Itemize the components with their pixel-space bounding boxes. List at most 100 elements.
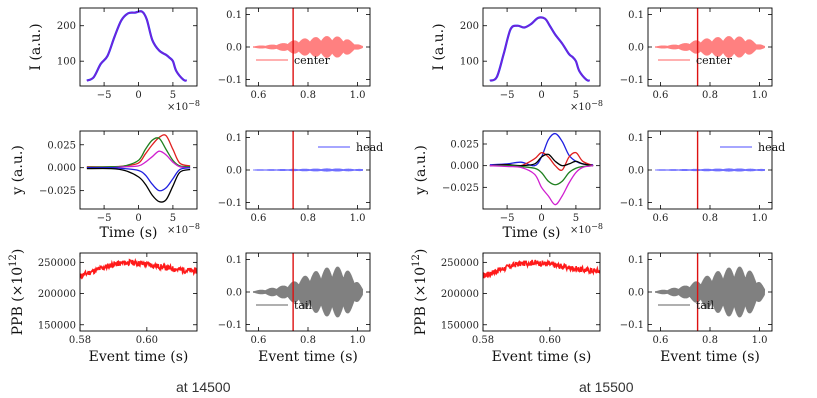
- x-tick-label: 0.8: [702, 213, 718, 224]
- y-axis-label: PPB (×1012): [8, 249, 26, 336]
- y-tick-label: 0.0: [628, 288, 644, 299]
- y-tick-label: 200: [57, 21, 76, 32]
- x-axis-label: Time (s): [503, 225, 561, 241]
- x-axis-label: Event time (s): [660, 349, 760, 365]
- panel-9: 0.6 0.8 1.0 −0.1 0.0 0.1 head: [620, 130, 785, 224]
- y-tick-label: 0.1: [628, 255, 644, 266]
- x-tick-label: 0.6: [652, 213, 668, 224]
- panel-5: 0.6 0.8 1.0 −0.1 0.0 0.1 tail Event time (s): [218, 252, 371, 365]
- panel-2: −5 0 5 −0.025 0.000 0.025 y (a.u.) Time (s) ×10−…: [10, 130, 200, 241]
- panel-11: 0.6 0.8 1.0 −0.1 0.0 0.1 tail Event time (s): [620, 252, 773, 365]
- centroid-series-0: [489, 132, 594, 167]
- x-tick-label: 0.6: [250, 90, 266, 101]
- y-tick-label: 150000: [38, 320, 76, 331]
- x-tick-label: 0.8: [300, 213, 316, 224]
- y-tick-label: 0.1: [628, 133, 644, 144]
- x-tick-label: 5: [573, 213, 579, 224]
- y-tick-label: 200: [460, 21, 479, 32]
- legend-label: center: [294, 54, 331, 67]
- x-tick-label: 0.58: [69, 335, 91, 346]
- x-exponent-label: ×10−8: [167, 99, 200, 113]
- oscillation-line: [654, 168, 766, 172]
- x-tick-label: 0.60: [136, 335, 158, 346]
- x-tick-label: −5: [500, 213, 515, 224]
- x-tick-label: 1.0: [350, 90, 366, 101]
- x-tick-label: 1.0: [752, 90, 768, 101]
- y-tick-label: 0.025: [450, 140, 479, 151]
- x-tick-label: −5: [500, 90, 515, 101]
- x-tick-label: 0.58: [472, 335, 494, 346]
- x-tick-label: 5: [573, 90, 579, 101]
- y-tick-label: −0.1: [620, 320, 644, 331]
- centroid-series-4: [489, 165, 594, 206]
- y-tick-label: 0.025: [47, 140, 76, 151]
- x-tick-label: 0.6: [652, 335, 668, 346]
- panel-3: 0.6 0.8 1.0 −0.1 0.0 0.1 head: [218, 130, 383, 224]
- y-tick-label: 250000: [38, 258, 76, 269]
- legend-label: center: [696, 54, 733, 67]
- y-tick-label: 0.0: [226, 166, 242, 177]
- centroid-series-3: [86, 166, 191, 192]
- y-tick-label: 0.0: [628, 43, 644, 54]
- x-tick-label: 0: [135, 90, 141, 101]
- y-tick-label: 100: [57, 57, 76, 68]
- oscillation-line: [252, 168, 364, 172]
- panel-4: 0.58 0.60 150000 200000 250000 PPB (×1012) Eve…: [8, 249, 198, 365]
- x-tick-label: 0: [538, 213, 544, 224]
- axes-frame: [482, 130, 601, 210]
- y-axis-label: I (a.u.): [431, 23, 447, 70]
- y-tick-label: −0.1: [218, 198, 242, 209]
- y-tick-label: 0.000: [450, 161, 479, 172]
- plot-area: [654, 131, 766, 209]
- ppb-line: [80, 257, 197, 280]
- plot-area: [80, 257, 197, 280]
- y-tick-label: −0.1: [620, 75, 644, 86]
- x-tick-label: 1.0: [752, 335, 768, 346]
- x-tick-label: 1.0: [350, 335, 366, 346]
- x-tick-label: 0.60: [539, 335, 561, 346]
- oscillation-line: [654, 36, 766, 58]
- x-tick-label: 5: [170, 90, 176, 101]
- y-tick-label: 200000: [38, 289, 76, 300]
- panel-10: 0.58 0.60 150000 200000 250000 PPB (×1012) Eve…: [411, 249, 601, 365]
- plot-area: [654, 8, 766, 86]
- x-exponent-label: ×10−8: [570, 99, 603, 113]
- legend-label: head: [356, 141, 383, 154]
- axes-frame: [79, 252, 198, 332]
- centroid-series-2: [489, 153, 594, 167]
- plot-area: [489, 132, 594, 206]
- plot-area: [489, 16, 591, 82]
- y-axis-label: I (a.u.): [28, 23, 44, 70]
- oscillation-line: [654, 266, 766, 318]
- plot-area: [252, 131, 364, 209]
- panel-0: −5 0 5 100 200 I (a.u.) ×10−8: [28, 7, 200, 113]
- caption-right: at 15500: [579, 379, 634, 395]
- y-tick-label: 0.0: [628, 166, 644, 177]
- y-tick-label: −0.025: [442, 183, 479, 194]
- plot-area: [252, 253, 364, 331]
- y-tick-label: 0.0: [226, 288, 242, 299]
- profile-line: [86, 10, 187, 82]
- centroid-series-4: [86, 167, 191, 203]
- y-tick-label: 150000: [441, 320, 479, 331]
- y-tick-label: −0.1: [620, 198, 644, 209]
- plot-area: [483, 258, 600, 279]
- profile-line-base: [86, 10, 188, 82]
- y-tick-label: 100: [460, 57, 479, 68]
- y-tick-label: 0.000: [47, 163, 76, 174]
- y-tick-label: −0.1: [218, 75, 242, 86]
- x-tick-label: 1.0: [752, 213, 768, 224]
- caption-left: at 14500: [176, 379, 231, 395]
- y-tick-label: 250000: [441, 258, 479, 269]
- x-tick-label: 5: [170, 213, 176, 224]
- x-axis-label: Event time (s): [492, 349, 592, 365]
- y-tick-label: 0.0: [226, 43, 242, 54]
- y-tick-label: 0.1: [226, 10, 242, 21]
- x-axis-label: Event time (s): [258, 349, 358, 365]
- x-axis-label: Time (s): [100, 225, 158, 241]
- legend-label: head: [758, 141, 785, 154]
- oscillation-line: [252, 266, 364, 318]
- panel-1: 0.6 0.8 1.0 −0.1 0.0 0.1 center: [218, 7, 371, 101]
- legend-label: tail: [294, 299, 312, 312]
